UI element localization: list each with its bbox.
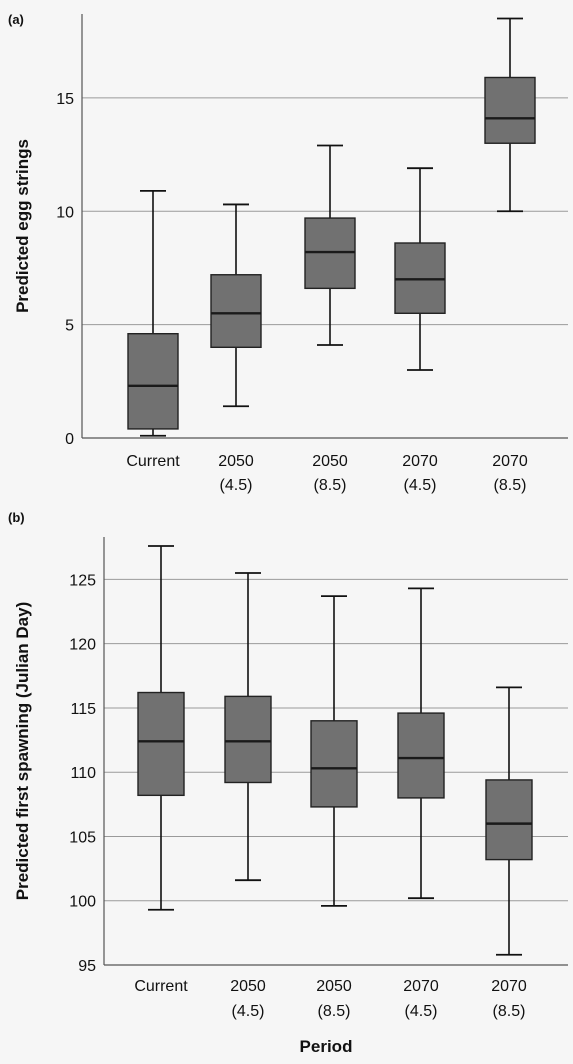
panel-label: (a) <box>8 12 24 27</box>
box-1 <box>137 545 185 911</box>
x-tick-label: 2050 <box>218 453 254 470</box>
box-3 <box>310 595 358 907</box>
y-tick-label: 5 <box>65 318 74 335</box>
panel-label: (b) <box>8 510 25 525</box>
x-tick-label: 2070 <box>492 453 528 470</box>
iqr-box <box>484 76 536 144</box>
x-tick-sublabel: (4.5) <box>404 477 437 494</box>
y-axis-label: Predicted first spawning (Julian Day) <box>13 602 32 901</box>
y-tick-label: 105 <box>69 829 96 846</box>
box-2 <box>210 203 262 408</box>
y-tick-label: 120 <box>69 637 96 654</box>
x-tick-label: 2050 <box>316 978 352 995</box>
y-tick-label: 110 <box>70 765 96 782</box>
x-axis-label: Period <box>300 1037 353 1056</box>
iqr-box <box>127 333 179 430</box>
x-tick-sublabel: (4.5) <box>405 1003 438 1020</box>
x-tick-sublabel: (8.5) <box>318 1003 351 1020</box>
x-tick-label: 2070 <box>491 978 527 995</box>
y-tick-label: 0 <box>65 431 74 448</box>
iqr-box <box>210 274 262 349</box>
box-5 <box>485 686 533 956</box>
y-tick-label: 10 <box>56 204 74 221</box>
box-4 <box>397 587 445 900</box>
x-tick-label: 2050 <box>312 453 348 470</box>
x-tick-label: 2050 <box>230 978 266 995</box>
panel-a-egg-strings: (a) 0 5 10 15 Predicted egg strings Current 205… <box>8 12 568 494</box>
iqr-box <box>485 779 533 861</box>
x-tick-sublabel: (8.5) <box>494 477 527 494</box>
x-tick-label: Current <box>126 453 180 470</box>
x-tick-sublabel: (4.5) <box>220 477 253 494</box>
x-tick-sublabel: (8.5) <box>314 477 347 494</box>
y-tick-label: 95 <box>78 958 96 975</box>
box-1 <box>127 189 179 437</box>
y-tick-label: 115 <box>70 701 96 718</box>
box-5 <box>484 17 536 213</box>
y-tick-label: 15 <box>56 91 74 108</box>
x-tick-label: Current <box>134 978 188 995</box>
iqr-box <box>137 691 185 797</box>
y-tick-label: 100 <box>69 894 96 911</box>
box-3 <box>304 144 356 346</box>
y-axis-label: Predicted egg strings <box>13 139 32 313</box>
x-tick-label: 2070 <box>402 453 438 470</box>
iqr-box <box>310 720 358 808</box>
x-tick-sublabel: (4.5) <box>232 1003 265 1020</box>
box-4 <box>394 167 446 371</box>
box-2 <box>224 572 272 882</box>
y-tick-label: 125 <box>69 572 96 589</box>
panel-b-first-spawning: (b) 95 100 105 110 115 120 125 Predicted first s… <box>8 510 568 1020</box>
iqr-box <box>224 695 272 784</box>
iqr-box <box>397 712 445 799</box>
x-tick-label: 2070 <box>403 978 439 995</box>
x-tick-sublabel: (8.5) <box>493 1003 526 1020</box>
